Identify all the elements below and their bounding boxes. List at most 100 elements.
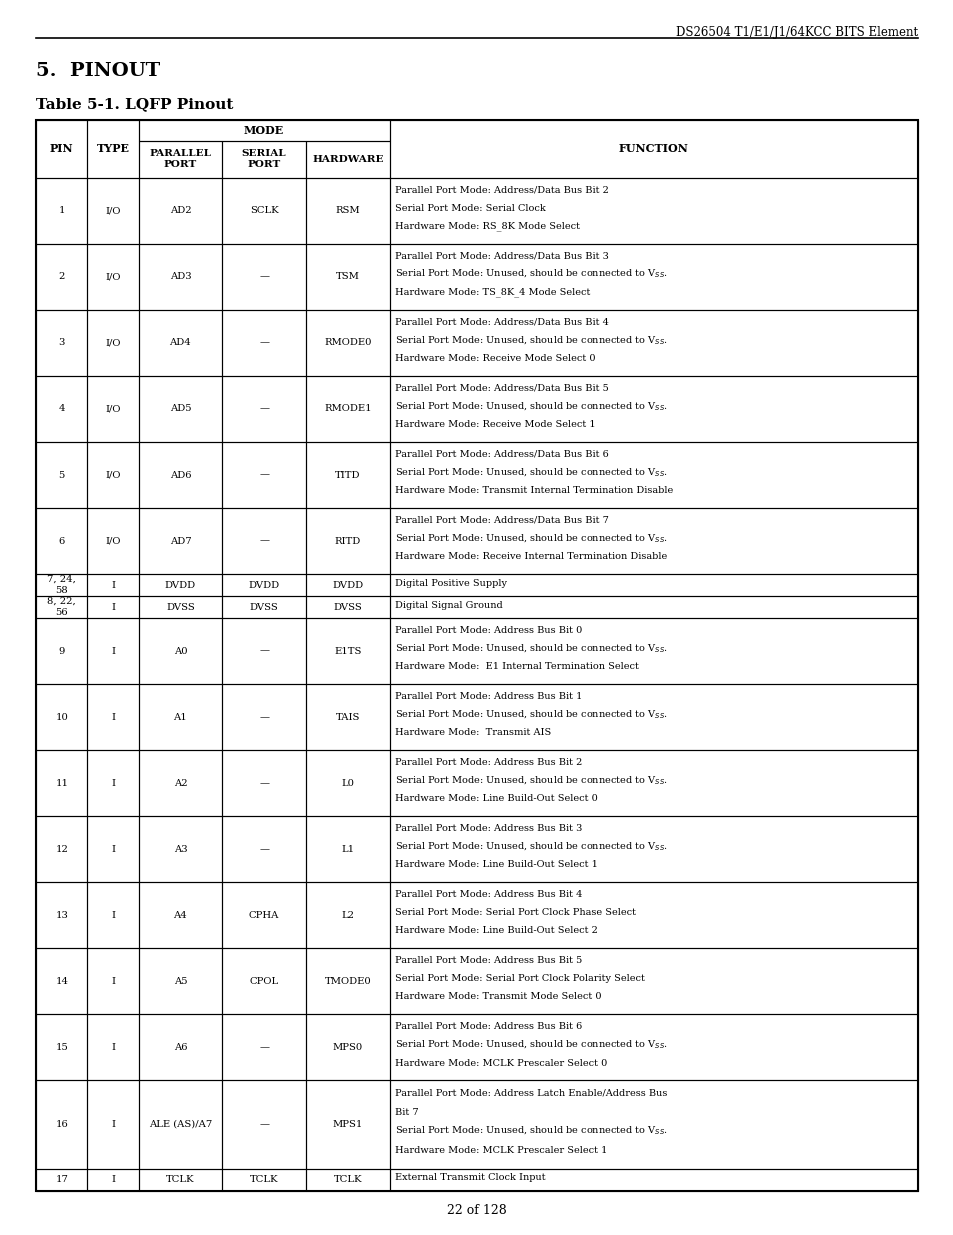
Bar [88, 243, 138, 310]
Bar [36, 619, 88, 684]
Bar [306, 574, 390, 597]
Text: 12: 12 [55, 845, 69, 853]
Text: TMODE0: TMODE0 [324, 977, 371, 986]
Bar [138, 1081, 222, 1168]
Text: Parallel Port Mode: Address Bus Bit 0: Parallel Port Mode: Address Bus Bit 0 [395, 626, 582, 635]
Bar [138, 508, 222, 574]
Bar [138, 178, 222, 243]
Bar [88, 178, 138, 243]
Text: DVDD: DVDD [249, 580, 279, 589]
Text: L1: L1 [341, 845, 355, 853]
Bar [390, 375, 917, 442]
Text: DVDD: DVDD [165, 580, 195, 589]
Bar [222, 816, 306, 882]
Text: External Transmit Clock Input: External Transmit Clock Input [395, 1173, 545, 1182]
Bar [36, 750, 88, 816]
Bar [306, 1168, 390, 1191]
Text: A5: A5 [173, 977, 187, 986]
Bar [88, 1168, 138, 1191]
Bar [306, 816, 390, 882]
Bar [88, 375, 138, 442]
Bar [138, 141, 222, 178]
Text: —: — [259, 647, 269, 656]
Text: Parallel Port Mode: Address Bus Bit 1: Parallel Port Mode: Address Bus Bit 1 [395, 692, 582, 700]
Text: Parallel Port Mode: Address/Data Bus Bit 7: Parallel Port Mode: Address/Data Bus Bit… [395, 515, 609, 525]
Bar [222, 750, 306, 816]
Bar [88, 442, 138, 508]
Bar [36, 442, 88, 508]
Bar [36, 120, 917, 1191]
Bar [138, 310, 222, 375]
Text: I/O: I/O [105, 405, 121, 414]
Text: Parallel Port Mode: Address/Data Bus Bit 6: Parallel Port Mode: Address/Data Bus Bit… [395, 450, 609, 458]
Text: MODE: MODE [244, 125, 284, 136]
Bar [306, 375, 390, 442]
Text: —: — [259, 1042, 269, 1052]
Text: Serial Port Mode: Unused, should be connected to V$_{SS}$.: Serial Port Mode: Unused, should be conn… [395, 268, 668, 280]
Text: 11: 11 [55, 779, 69, 788]
Text: Serial Port Mode: Serial Port Clock Polarity Select: Serial Port Mode: Serial Port Clock Pola… [395, 974, 644, 983]
Text: AD3: AD3 [170, 273, 191, 282]
Bar [390, 442, 917, 508]
Text: Parallel Port Mode: Address Latch Enable/Address Bus: Parallel Port Mode: Address Latch Enable… [395, 1088, 667, 1098]
Text: 7, 24,
58: 7, 24, 58 [48, 576, 76, 595]
Text: I/O: I/O [105, 206, 121, 215]
Bar [222, 178, 306, 243]
Bar [88, 1081, 138, 1168]
Bar [390, 1014, 917, 1081]
Bar [36, 1014, 88, 1081]
Text: Serial Port Mode: Unused, should be connected to V$_{SS}$.: Serial Port Mode: Unused, should be conn… [395, 708, 668, 721]
Text: Hardware Mode:  E1 Internal Termination Select: Hardware Mode: E1 Internal Termination S… [395, 662, 639, 672]
Bar [306, 1081, 390, 1168]
Text: 17: 17 [55, 1174, 69, 1184]
Text: A4: A4 [173, 911, 187, 920]
Text: —: — [259, 845, 269, 853]
Text: —: — [259, 713, 269, 721]
Text: Hardware Mode:  Transmit AIS: Hardware Mode: Transmit AIS [395, 729, 551, 737]
Text: A1: A1 [173, 713, 187, 721]
Bar [88, 684, 138, 750]
Text: 9: 9 [58, 647, 65, 656]
Text: I: I [111, 1042, 114, 1052]
Text: RSM: RSM [335, 206, 360, 215]
Text: 14: 14 [55, 977, 69, 986]
Text: RITD: RITD [335, 536, 360, 546]
Text: Hardware Mode: Line Build-Out Select 1: Hardware Mode: Line Build-Out Select 1 [395, 861, 598, 869]
Text: ALE (AS)/A7: ALE (AS)/A7 [149, 1120, 212, 1129]
Text: A0: A0 [173, 647, 187, 656]
Bar [138, 574, 222, 597]
Text: Bit 7: Bit 7 [395, 1108, 418, 1116]
Bar [138, 684, 222, 750]
Text: I: I [111, 647, 114, 656]
Bar [306, 948, 390, 1014]
Text: I: I [111, 845, 114, 853]
Text: I: I [111, 977, 114, 986]
Bar [390, 508, 917, 574]
Bar [222, 508, 306, 574]
Text: Hardware Mode: Line Build-Out Select 2: Hardware Mode: Line Build-Out Select 2 [395, 926, 598, 935]
Bar [390, 310, 917, 375]
Text: I: I [111, 1120, 114, 1129]
Bar [390, 1081, 917, 1168]
Bar [36, 684, 88, 750]
Bar [390, 1168, 917, 1191]
Bar [138, 597, 222, 619]
Bar [36, 816, 88, 882]
Text: Digital Positive Supply: Digital Positive Supply [395, 578, 507, 588]
Text: I: I [111, 603, 114, 611]
Text: Hardware Mode: Receive Internal Termination Disable: Hardware Mode: Receive Internal Terminat… [395, 552, 667, 561]
Text: I: I [111, 1174, 114, 1184]
Text: Parallel Port Mode: Address/Data Bus Bit 2: Parallel Port Mode: Address/Data Bus Bit… [395, 185, 609, 194]
Text: Hardware Mode: Transmit Internal Termination Disable: Hardware Mode: Transmit Internal Termina… [395, 487, 673, 495]
Text: Serial Port Mode: Unused, should be connected to V$_{SS}$.: Serial Port Mode: Unused, should be conn… [395, 1039, 668, 1051]
Text: 6: 6 [59, 536, 65, 546]
Text: TCLK: TCLK [334, 1174, 362, 1184]
Text: —: — [259, 536, 269, 546]
Text: Table 5-1. LQFP Pinout: Table 5-1. LQFP Pinout [36, 98, 233, 111]
Text: Parallel Port Mode: Address Bus Bit 2: Parallel Port Mode: Address Bus Bit 2 [395, 757, 582, 767]
Bar [36, 882, 88, 948]
Text: Digital Signal Ground: Digital Signal Ground [395, 600, 502, 610]
Text: Serial Port Mode: Unused, should be connected to V$_{SS}$.: Serial Port Mode: Unused, should be conn… [395, 774, 668, 787]
Bar [390, 948, 917, 1014]
Text: Parallel Port Mode: Address Bus Bit 5: Parallel Port Mode: Address Bus Bit 5 [395, 956, 582, 965]
